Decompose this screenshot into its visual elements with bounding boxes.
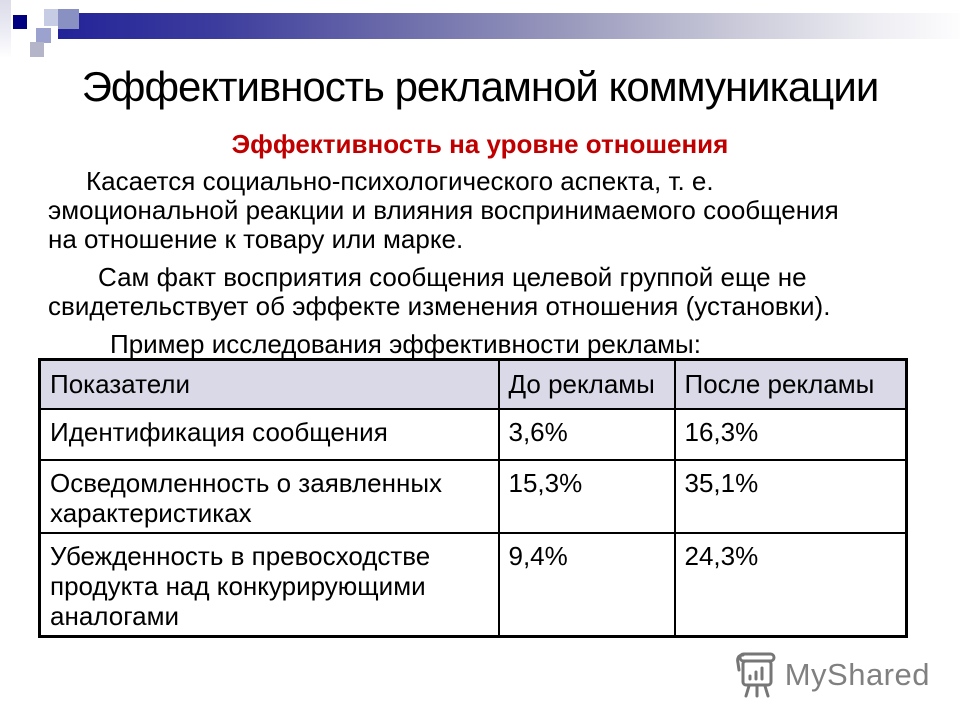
paragraph-2-line: свидетельствует об эффекте изменения отн… — [48, 291, 831, 321]
cell-after: 16,3% — [673, 407, 908, 461]
paragraph-1-line: Касается социально-психологического аспе… — [86, 166, 714, 196]
cell-before: 3,6% — [497, 407, 676, 461]
ad-effectiveness-table: Показатели До рекламы После рекламы Иден… — [38, 358, 908, 638]
cell-indicator: Осведомленность о заявленных характерист… — [38, 458, 500, 534]
paragraph-2: Сам факт восприятия сообщения целевой гр… — [48, 263, 914, 321]
paragraph-1: Касается социально-психологического аспе… — [48, 167, 914, 254]
slide-title: Эффективность рекламной коммуникации — [81, 63, 880, 110]
table-row: Убежденность в превосходстве продукта на… — [38, 531, 908, 638]
cell-before: 9,4% — [497, 531, 676, 638]
column-header-before: До рекламы — [497, 358, 676, 410]
paragraph-1-line: на отношение к товару или марке. — [48, 224, 464, 254]
decor-left-strip — [0, 0, 11, 58]
cell-before: 15,3% — [497, 458, 676, 534]
paragraph-1-line: эмоциональной реакции и влияния восприни… — [48, 195, 839, 225]
decor-gradient-bar — [58, 13, 960, 39]
slide-body: Касается социально-психологического аспе… — [48, 167, 914, 359]
decor-square-navy — [13, 15, 27, 29]
decor-square-light — [44, 9, 59, 26]
decor-square-slate — [58, 9, 79, 29]
myshared-watermark: MyShared — [734, 650, 930, 700]
cell-indicator: Идентификация сообщения — [38, 407, 500, 461]
decor-square-mid — [36, 28, 51, 43]
paragraph-3-line: Пример исследования эффективности реклам… — [110, 329, 701, 359]
table-header-row: Показатели До рекламы После рекламы — [38, 358, 908, 410]
table-row: Идентификация сообщения 3,6% 16,3% — [38, 407, 908, 461]
watermark-brand-text: MyShared — [784, 657, 930, 692]
cell-after: 35,1% — [673, 458, 908, 534]
cell-after: 24,3% — [673, 531, 908, 638]
paragraph-2-line: Сам факт восприятия сообщения целевой гр… — [98, 262, 807, 292]
column-header-after: После рекламы — [673, 358, 908, 410]
table-row: Осведомленность о заявленных характерист… — [38, 458, 908, 534]
paragraph-3: Пример исследования эффективности реклам… — [48, 330, 914, 359]
decor-square-gray — [30, 42, 44, 57]
cell-indicator: Убежденность в превосходстве продукта на… — [38, 531, 500, 638]
slide-subtitle: Эффективность на уровне отношения — [231, 129, 729, 159]
flipchart-chart-icon — [735, 652, 776, 698]
column-header-indicator: Показатели — [38, 358, 500, 410]
